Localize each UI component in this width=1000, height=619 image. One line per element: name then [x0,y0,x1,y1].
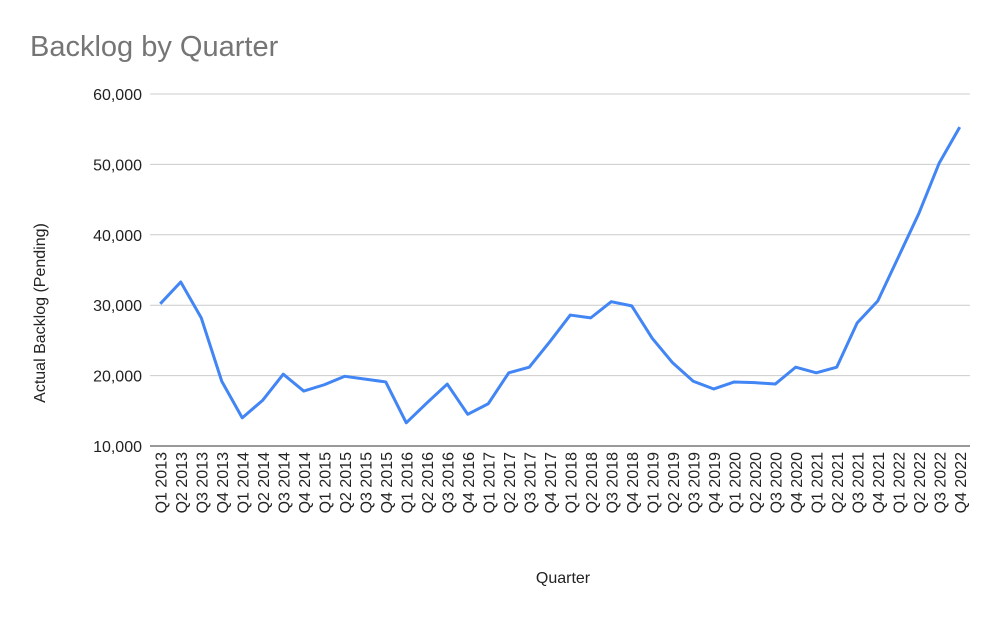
y-tick-label: 40,000 [93,228,142,245]
y-tick-label: 10,000 [93,439,142,456]
x-tick-label: Q3 2020 [768,452,785,513]
y-tick-label: 20,000 [93,369,142,386]
x-tick-label: Q2 2021 [830,452,847,513]
x-tick-label: Q2 2015 [338,452,355,513]
x-tick-label: Q2 2016 [420,452,437,513]
x-tick-label: Q4 2017 [543,452,560,513]
x-tick-label: Q1 2021 [809,452,826,513]
x-tick-label: Q4 2019 [707,452,724,513]
x-tick-label: Q2 2014 [256,452,273,513]
x-tick-label: Q2 2018 [584,452,601,513]
x-tick-label: Q1 2013 [153,452,170,513]
line-series [159,126,962,425]
y-tick-label: 50,000 [93,157,142,174]
x-tick-label: Q1 2022 [891,452,908,513]
x-tick-label: Q3 2019 [686,452,703,513]
x-tick-label: Q1 2018 [563,452,580,513]
chart-title: Backlog by Quarter [30,31,279,63]
y-tick-label: 60,000 [93,87,142,104]
x-tick-label: Q3 2015 [358,452,375,513]
x-tick-label: Q3 2013 [194,452,211,513]
x-tick-label: Q2 2017 [502,452,519,513]
x-tick-label: Q1 2016 [399,452,416,513]
x-tick-label: Q3 2016 [440,452,457,513]
x-tick-label: Q4 2022 [953,452,970,513]
x-tick-label: Q4 2015 [379,452,396,513]
x-tick-label: Q2 2013 [174,452,191,513]
x-tick-label: Q3 2022 [932,452,949,513]
x-tick-label: Q1 2020 [727,452,744,513]
x-tick-label: Q4 2014 [297,452,314,513]
x-tick-label: Q1 2015 [317,452,334,513]
y-axis-label: Actual Backlog (Pending) [32,223,49,403]
x-tick-label: Q1 2017 [481,452,498,513]
x-tick-label: Q2 2019 [666,452,683,513]
x-tick-label: Q3 2018 [604,452,621,513]
x-tick-label: Q4 2020 [789,452,806,513]
x-tick-label: Q2 2020 [748,452,765,513]
y-tick-label: 30,000 [93,298,142,315]
x-tick-label: Q1 2019 [645,452,662,513]
x-tick-label: Q1 2014 [235,452,252,513]
x-tick-label: Q3 2017 [522,452,539,513]
x-tick-label: Q4 2013 [215,452,232,513]
x-tick-label: Q4 2016 [461,452,478,513]
x-tick-label: Q3 2021 [850,452,867,513]
x-tick-label: Q4 2021 [871,452,888,513]
x-tick-label: Q4 2018 [625,452,642,513]
x-tick-label: Q2 2022 [912,452,929,513]
x-axis-label: Quarter [536,570,591,587]
x-tick-label: Q3 2014 [276,452,293,513]
